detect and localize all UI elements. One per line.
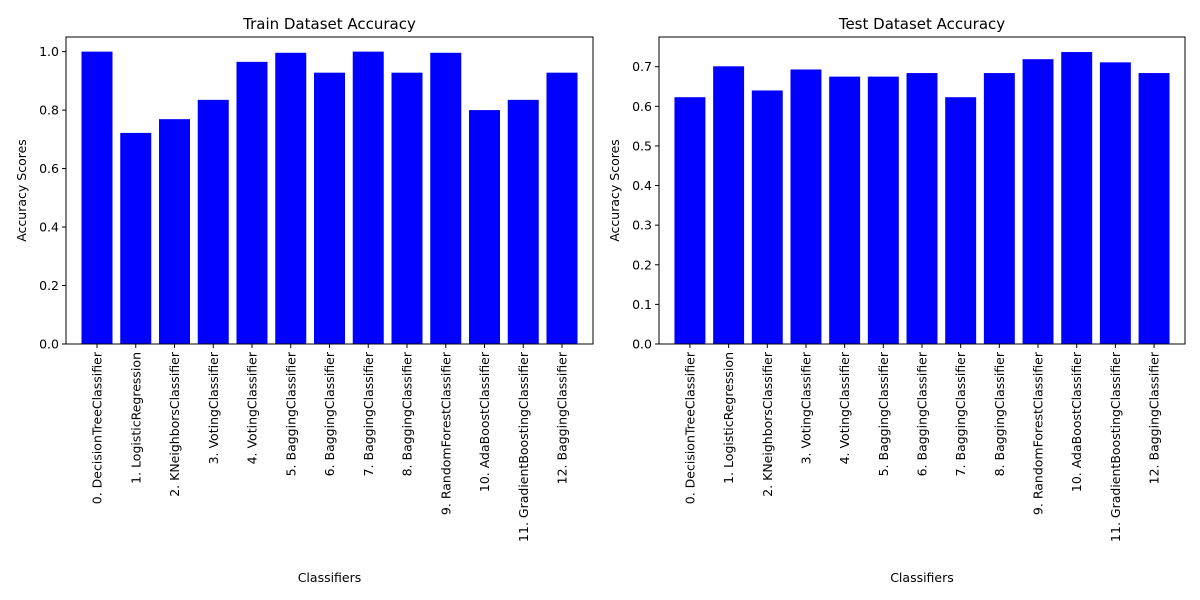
x-tick-label: 9. RandomForestClassifier: [1031, 351, 1046, 515]
bar: [829, 76, 861, 345]
bar: [945, 97, 977, 345]
x-tick-label: 2. KNeighborsClassifier: [760, 351, 775, 497]
chart-title: Train Dataset Accuracy: [242, 15, 416, 33]
x-tick-label: 6. BaggingClassifier: [322, 351, 337, 476]
bar: [120, 132, 152, 344]
x-axis-label: Classifiers: [298, 570, 362, 585]
bar: [236, 61, 268, 344]
y-tick-label: 0.7: [632, 59, 652, 74]
bar: [906, 73, 938, 345]
y-tick-label: 0.5: [632, 138, 652, 153]
x-tick-label: 3. VotingClassifier: [798, 351, 813, 464]
x-tick-label: 7. BaggingClassifier: [361, 351, 376, 476]
y-tick-label: 0.6: [632, 99, 652, 114]
y-tick-label: 0.1: [632, 297, 652, 312]
bar: [159, 119, 190, 344]
bar: [1138, 73, 1170, 345]
bar: [751, 90, 783, 344]
bar: [352, 51, 384, 345]
x-tick-label: 12. BaggingClassifier: [555, 351, 570, 484]
y-axis-ticks: 0.0 0.1 0.2 0.3 0.4 0.5 0.6 0.7: [632, 59, 659, 352]
bar: [507, 99, 539, 344]
y-tick-label: 0.4: [632, 178, 652, 193]
x-tick-label: 1. LogisticRegression: [721, 352, 736, 484]
x-axis-ticks: 0. DecisionTreeClassifier 1. LogisticRegr…: [90, 344, 570, 542]
bar: [790, 69, 822, 344]
bar: [983, 73, 1015, 345]
y-tick-label: 0.0: [39, 337, 59, 352]
bars: [674, 52, 1170, 345]
y-tick-label: 0.3: [632, 218, 652, 233]
bar: [430, 52, 462, 344]
bar: [197, 99, 229, 344]
bar: [674, 97, 706, 345]
bar: [867, 76, 899, 345]
bars: [81, 51, 578, 345]
x-tick-label: 12. BaggingClassifier: [1147, 351, 1162, 484]
y-tick-label: 0.2: [39, 278, 59, 293]
y-axis-label: Accuracy Scores: [14, 139, 29, 242]
x-axis-ticks: 0. DecisionTreeClassifier 1. LogisticRegr…: [682, 344, 1162, 542]
x-axis-label: Classifiers: [890, 570, 954, 585]
bar: [546, 72, 578, 345]
y-tick-label: 0.6: [39, 161, 59, 176]
y-tick-label: 0.8: [39, 103, 59, 118]
y-axis-label: Accuracy Scores: [607, 139, 622, 242]
x-tick-label: 9. RandomForestClassifier: [438, 351, 453, 515]
y-tick-label: 0.0: [632, 337, 652, 352]
bar: [275, 52, 307, 344]
x-tick-label: 10. AdaBoostClassifier: [1069, 351, 1084, 492]
x-tick-label: 0. DecisionTreeClassifier: [90, 351, 105, 504]
x-tick-label: 5. BaggingClassifier: [283, 351, 298, 476]
bar: [1099, 62, 1131, 344]
bar: [1061, 52, 1093, 345]
x-tick-label: 4. VotingClassifier: [837, 351, 852, 464]
train-accuracy-chart: Train Dataset Accuracy 0.0 0.2 0.4 0.6 0.8 1.…: [14, 15, 594, 585]
x-tick-label: 5. BaggingClassifier: [876, 351, 891, 476]
test-accuracy-chart: Test Dataset Accuracy 0.0 0.1 0.2 0.3 0.4 0.5…: [607, 15, 1186, 585]
x-tick-label: 8. BaggingClassifier: [992, 351, 1007, 476]
y-tick-label: 1.0: [39, 44, 59, 59]
x-tick-label: 4. VotingClassifier: [245, 351, 260, 464]
chart-title: Test Dataset Accuracy: [838, 15, 1005, 33]
x-tick-label: 10. AdaBoostClassifier: [477, 351, 492, 492]
y-tick-label: 0.2: [632, 257, 652, 272]
y-axis-ticks: 0.0 0.2 0.4 0.6 0.8 1.0: [39, 44, 66, 352]
plot-frame: [65, 36, 594, 345]
bar: [81, 51, 113, 345]
x-tick-label: 11. GradientBoostingClassifier: [516, 351, 531, 542]
x-tick-label: 2. KNeighborsClassifier: [167, 351, 182, 497]
x-tick-label: 3. VotingClassifier: [206, 351, 221, 464]
bar: [314, 72, 345, 345]
bar: [391, 72, 423, 345]
bar: [469, 110, 500, 344]
x-tick-label: 0. DecisionTreeClassifier: [682, 351, 697, 504]
x-tick-label: 8. BaggingClassifier: [400, 351, 415, 476]
bar: [713, 66, 745, 344]
y-tick-label: 0.4: [39, 220, 59, 235]
x-tick-label: 7. BaggingClassifier: [953, 351, 968, 476]
x-tick-label: 6. BaggingClassifier: [915, 351, 930, 476]
x-tick-label: 11. GradientBoostingClassifier: [1108, 351, 1123, 542]
plot-frame: [658, 36, 1186, 345]
x-tick-label: 1. LogisticRegression: [128, 352, 143, 484]
bar: [1022, 59, 1054, 345]
